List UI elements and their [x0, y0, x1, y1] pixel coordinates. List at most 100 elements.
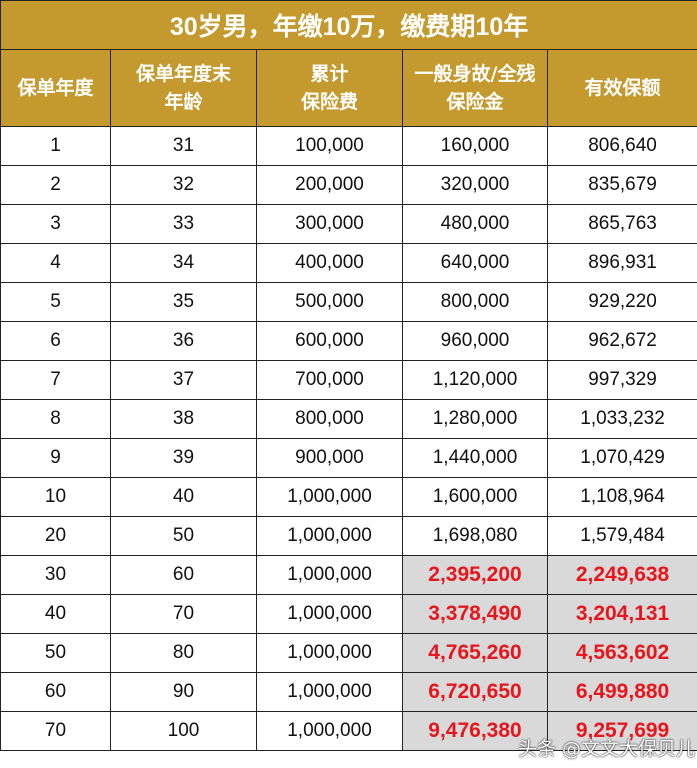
table-cell: 10	[0, 477, 111, 517]
table-cell: 800,000	[256, 399, 403, 439]
table-cell: 900,000	[256, 438, 403, 478]
table-cell: 1,000,000	[256, 555, 403, 595]
table-cell: 31	[110, 126, 257, 166]
table-cell: 1	[0, 126, 111, 166]
table-cell: 1,440,000	[402, 438, 548, 478]
table-cell: 1,033,232	[546, 399, 697, 439]
table-cell: 3,378,490	[402, 594, 548, 634]
table-cell: 480,000	[402, 204, 548, 244]
watermark: 头条 @文文大保贝儿	[518, 738, 696, 760]
table-row: 40 70 1,000,000 3,378,490 3,204,131	[0, 594, 697, 634]
table-cell: 2,395,200	[402, 555, 548, 595]
table-cell: 1,698,080	[402, 516, 548, 556]
table-row: 30 60 1,000,000 2,395,200 2,249,638	[0, 555, 697, 595]
table-cell: 70	[110, 594, 257, 634]
table-cell: 200,000	[256, 165, 403, 205]
column-header: 保单年度末 年龄	[110, 49, 257, 127]
table-cell: 7	[0, 360, 111, 400]
table-cell: 35	[110, 282, 257, 322]
table-cell: 1,000,000	[256, 477, 403, 517]
table-cell: 6,720,650	[402, 672, 548, 712]
table-cell: 997,329	[546, 360, 697, 400]
table-cell: 33	[110, 204, 257, 244]
table-cell: 400,000	[256, 243, 403, 283]
benefit-table: 30岁男，年缴10万，缴费期10年 保单年度 保单年度末 年龄 累计 保险费 一般身故…	[0, 0, 697, 751]
column-header: 有效保额	[546, 49, 697, 127]
table-cell: 5	[0, 282, 111, 322]
table-cell: 835,679	[546, 165, 697, 205]
table-cell: 2	[0, 165, 111, 205]
table-cell: 1,000,000	[256, 594, 403, 634]
table-cell: 700,000	[256, 360, 403, 400]
table-cell: 2,249,638	[546, 555, 697, 595]
table-cell: 962,672	[546, 321, 697, 361]
table-cell: 1,120,000	[402, 360, 548, 400]
table-cell: 1,000,000	[256, 672, 403, 712]
table-cell: 9,257,699	[546, 711, 697, 751]
table-cell: 1,000,000	[256, 711, 403, 751]
table-cell: 6,499,880	[546, 672, 697, 712]
table-cell: 9,476,380	[402, 711, 548, 751]
table-cell: 60	[110, 555, 257, 595]
table-cell: 1,070,429	[546, 438, 697, 478]
table-cell: 100,000	[256, 126, 403, 166]
table-cell: 100	[110, 711, 257, 751]
table-row: 9 39 900,000 1,440,000 1,070,429	[0, 438, 697, 478]
table-cell: 500,000	[256, 282, 403, 322]
table-cell: 20	[0, 516, 111, 556]
table-cell: 1,000,000	[256, 633, 403, 673]
table-row: 7 37 700,000 1,120,000 997,329	[0, 360, 697, 400]
table-cell: 50	[0, 633, 111, 673]
table-cell: 38	[110, 399, 257, 439]
table-cell: 1,280,000	[402, 399, 548, 439]
table-cell: 80	[110, 633, 257, 673]
table-cell: 9	[0, 438, 111, 478]
table-cell: 1,600,000	[402, 477, 548, 517]
table-row: 4 34 400,000 640,000 896,931	[0, 243, 697, 283]
table-cell: 90	[110, 672, 257, 712]
table-cell: 50	[110, 516, 257, 556]
table-cell: 929,220	[546, 282, 697, 322]
table-row: 70 100 1,000,000 9,476,380 9,257,699	[0, 711, 697, 751]
table-cell: 70	[0, 711, 111, 751]
table-cell: 40	[110, 477, 257, 517]
table-cell: 1,000,000	[256, 516, 403, 556]
table-cell: 60	[0, 672, 111, 712]
table-cell: 34	[110, 243, 257, 283]
column-header: 累计 保险费	[256, 49, 403, 127]
table-row: 10 40 1,000,000 1,600,000 1,108,964	[0, 477, 697, 517]
table-row: 20 50 1,000,000 1,698,080 1,579,484	[0, 516, 697, 556]
table-row: 8 38 800,000 1,280,000 1,033,232	[0, 399, 697, 439]
table-cell: 4	[0, 243, 111, 283]
table-cell: 32	[110, 165, 257, 205]
table-cell: 40	[0, 594, 111, 634]
table-row: 2 32 200,000 320,000 835,679	[0, 165, 697, 205]
table-row: 6 36 600,000 960,000 962,672	[0, 321, 697, 361]
table-cell: 4,563,602	[546, 633, 697, 673]
table-cell: 960,000	[402, 321, 548, 361]
table-cell: 865,763	[546, 204, 697, 244]
table-cell: 1,108,964	[546, 477, 697, 517]
table-title: 30岁男，年缴10万，缴费期10年	[0, 0, 697, 50]
table-cell: 640,000	[402, 243, 548, 283]
table-cell: 6	[0, 321, 111, 361]
table-row: 3 33 300,000 480,000 865,763	[0, 204, 697, 244]
table-cell: 30	[0, 555, 111, 595]
table-row: 1 31 100,000 160,000 806,640	[0, 126, 697, 166]
table-cell: 160,000	[402, 126, 548, 166]
table-cell: 39	[110, 438, 257, 478]
column-header: 一般身故/全残 保险金	[402, 49, 548, 127]
table-cell: 8	[0, 399, 111, 439]
table-cell: 896,931	[546, 243, 697, 283]
table-cell: 3,204,131	[546, 594, 697, 634]
column-header: 保单年度	[0, 49, 111, 127]
table-cell: 36	[110, 321, 257, 361]
table-row: 50 80 1,000,000 4,765,260 4,563,602	[0, 633, 697, 673]
table-cell: 4,765,260	[402, 633, 548, 673]
table-cell: 806,640	[546, 126, 697, 166]
table-cell: 300,000	[256, 204, 403, 244]
table-cell: 37	[110, 360, 257, 400]
table-row: 5 35 500,000 800,000 929,220	[0, 282, 697, 322]
table-row: 60 90 1,000,000 6,720,650 6,499,880	[0, 672, 697, 712]
